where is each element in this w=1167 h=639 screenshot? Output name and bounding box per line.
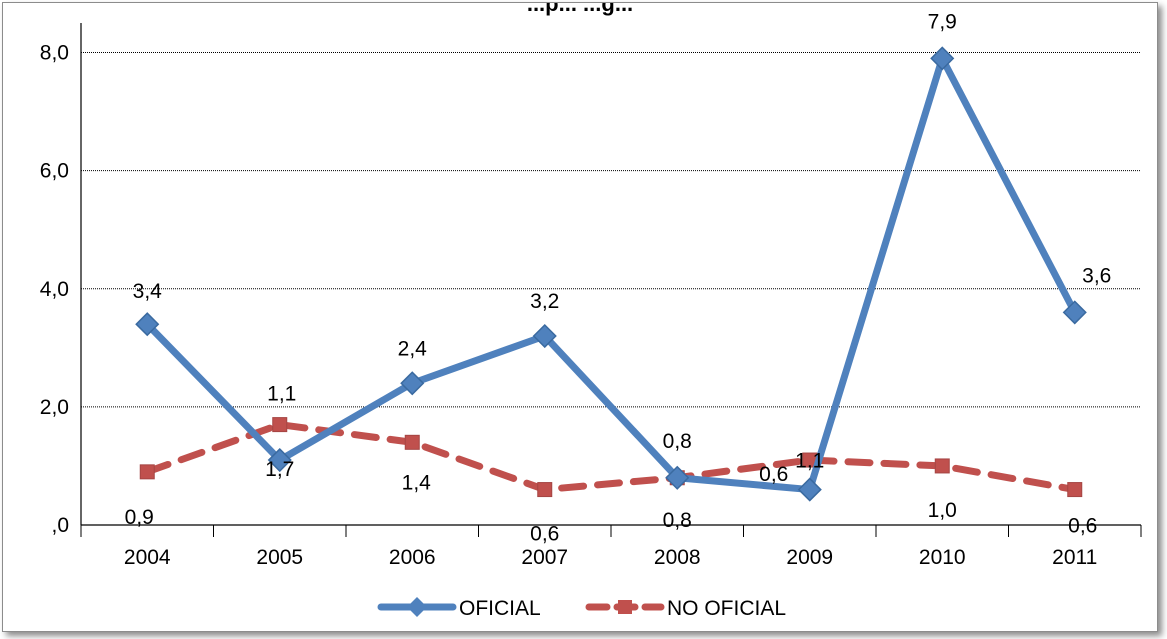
- data-point: [267, 447, 292, 473]
- data-label: 3,4: [133, 280, 163, 303]
- data-point: [537, 482, 553, 498]
- data-label: 7,9: [928, 10, 957, 33]
- legend-label: NO OFICIAL: [667, 597, 786, 620]
- x-tick-label: 2004: [124, 546, 171, 569]
- series-line: [143, 54, 1079, 494]
- data-point: [400, 371, 425, 396]
- series-layer: [135, 46, 1087, 502]
- x-tick-label: 2008: [654, 546, 701, 569]
- line-chart: ...p... ...g... ,02,04,06,08,0 2004 2005 2…: [40, 3, 1142, 620]
- gridlines: [81, 52, 1141, 408]
- chart-frame: ...p... ...g... ,0 2,0 4,0 6,0 8,0 2004 2005 2…: [2, 2, 1158, 632]
- series-oficial: [135, 46, 1087, 502]
- data-point: [797, 477, 822, 502]
- x-tick-label: 2007: [521, 546, 568, 569]
- x-tick-label: 2011: [1052, 546, 1097, 569]
- data-label: 0,6: [1068, 515, 1097, 538]
- data-label: 1,4: [402, 471, 432, 494]
- y-tick-label: 2,0: [40, 396, 69, 419]
- series-line: [143, 421, 1079, 494]
- data-point: [930, 46, 955, 71]
- legend-item-no-oficial: NO OFICIAL: [585, 597, 786, 620]
- data-label: 0,9: [125, 506, 154, 529]
- legend-marker: [618, 600, 632, 614]
- y-tick-label: ,0: [51, 514, 69, 537]
- data-label: 1,1: [795, 450, 824, 473]
- data-point: [1062, 300, 1087, 325]
- data-point: [272, 417, 288, 433]
- y-tick-label: 4,0: [40, 278, 69, 301]
- data-label: 3,2: [530, 290, 559, 313]
- chart-title: ...p... ...g...: [527, 3, 633, 16]
- legend: OFICIAL NO OFICIAL: [377, 597, 786, 620]
- x-tick-label: 2006: [389, 546, 436, 569]
- data-label: 0,6: [530, 523, 559, 546]
- data-label: 0,8: [663, 509, 692, 532]
- x-tick-label: 2010: [919, 546, 966, 569]
- data-point: [404, 434, 420, 450]
- data-point: [135, 312, 160, 337]
- data-point: [934, 458, 950, 474]
- legend-marker: [407, 597, 427, 617]
- y-tick-label: 6,0: [40, 160, 69, 183]
- x-tick-label: 2005: [256, 546, 303, 569]
- data-label: 0,8: [663, 430, 692, 453]
- data-point: [1067, 482, 1083, 498]
- data-label: 1,1: [267, 383, 296, 406]
- legend-item-oficial: OFICIAL: [377, 597, 541, 620]
- data-label: 2,4: [398, 337, 428, 360]
- data-point: [139, 464, 155, 480]
- data-point: [665, 465, 690, 490]
- y-axis-ticks: ,0 2,0 4,0 6,0 8,0: [40, 42, 69, 537]
- data-labels: 3,4 1,7 2,4 3,2 0,8 1,1 7,9 3,6 0,9 1,1 1,4 0,6 0,8 0…: [125, 10, 1112, 545]
- data-label: 1,0: [928, 499, 957, 522]
- x-tick-label: 2009: [786, 546, 833, 569]
- x-axis: 2004 2005 2006 2007 2008 2009 2010 2011: [80, 23, 1142, 569]
- data-label: 1,7: [265, 458, 294, 481]
- data-label: 3,6: [1082, 264, 1111, 287]
- legend-label: OFICIAL: [459, 597, 541, 620]
- data-label: 0,6: [759, 463, 788, 486]
- data-point: [532, 323, 557, 349]
- y-tick-label: 8,0: [40, 42, 69, 65]
